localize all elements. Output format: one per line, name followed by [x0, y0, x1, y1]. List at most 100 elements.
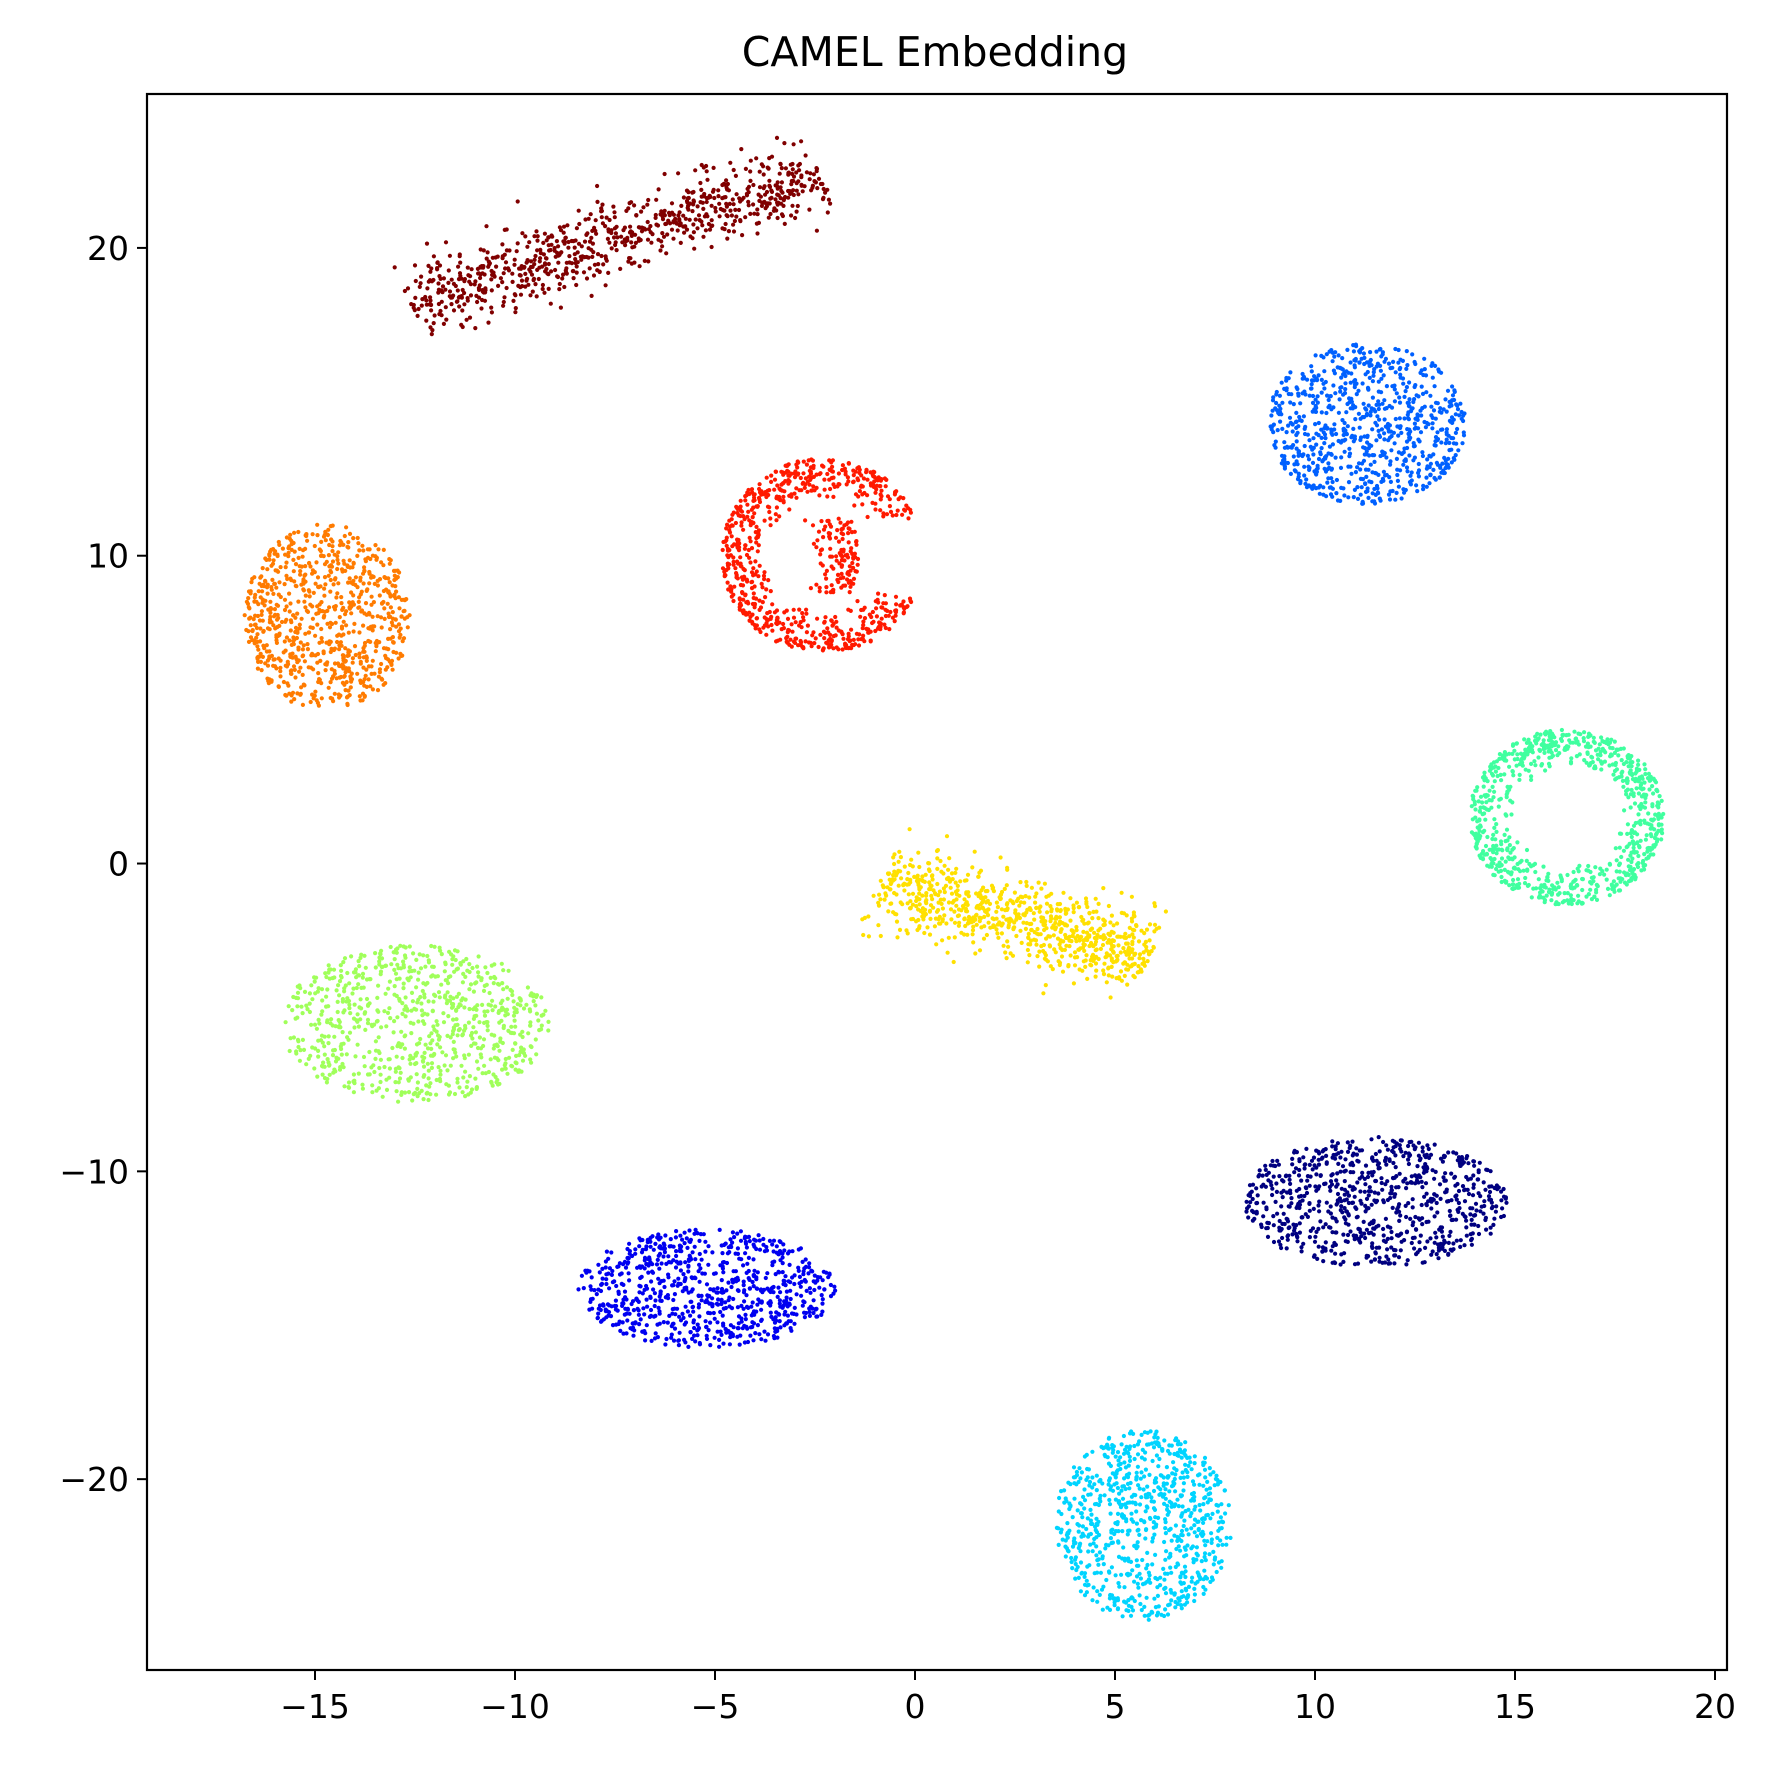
- scatter-point: [300, 1011, 305, 1016]
- scatter-point: [362, 1064, 367, 1069]
- scatter-point: [1473, 807, 1478, 812]
- scatter-point: [296, 645, 301, 650]
- scatter-point: [332, 577, 338, 582]
- scatter-point: [1147, 922, 1153, 927]
- scatter-point: [1363, 406, 1368, 411]
- scatter-point: [289, 578, 294, 583]
- scatter-point: [1052, 947, 1057, 952]
- scatter-point: [265, 626, 271, 631]
- scatter-point: [809, 188, 814, 193]
- scatter-point: [781, 494, 786, 499]
- scatter-point: [1121, 911, 1127, 916]
- scatter-point: [896, 859, 901, 864]
- scatter-point: [788, 637, 793, 642]
- scatter-point: [491, 981, 496, 986]
- scatter-point: [303, 631, 308, 636]
- scatter-point: [1104, 980, 1109, 985]
- scatter-point: [528, 264, 534, 270]
- scatter-point: [370, 553, 375, 558]
- scatter-point: [1351, 349, 1356, 354]
- scatter-point: [347, 531, 353, 537]
- scatter-point: [1338, 465, 1344, 470]
- scatter-point: [728, 160, 733, 165]
- scatter-point: [775, 483, 780, 488]
- scatter-point: [1388, 479, 1393, 484]
- scatter-point: [1365, 433, 1370, 438]
- scatter-point: [361, 571, 366, 576]
- scatter-point: [985, 898, 991, 903]
- scatter-point: [429, 308, 434, 313]
- scatter-point: [278, 594, 283, 600]
- scatter-point: [815, 616, 820, 621]
- scatter-point: [462, 302, 467, 307]
- scatter-point: [676, 171, 681, 176]
- scatter-point: [1597, 742, 1602, 747]
- scatter-point: [357, 605, 362, 610]
- scatter-point: [889, 901, 894, 906]
- scatter-point: [1584, 868, 1589, 873]
- scatter-point: [1591, 739, 1596, 744]
- scatter-point: [1369, 480, 1374, 485]
- scatter-point: [660, 244, 665, 249]
- scatter-point: [1366, 495, 1371, 500]
- scatter-point: [503, 260, 509, 265]
- scatter-point: [1652, 827, 1657, 832]
- scatter-point: [511, 298, 516, 303]
- scatter-point: [1163, 909, 1168, 914]
- scatter-point: [956, 923, 962, 928]
- scatter-point: [246, 605, 251, 610]
- scatter-point: [301, 643, 306, 648]
- scatter-point: [319, 681, 324, 686]
- scatter-point: [301, 653, 306, 658]
- scatter-point: [596, 262, 601, 267]
- scatter-point: [288, 628, 293, 633]
- scatter-point: [523, 284, 528, 289]
- scatter-point: [1319, 435, 1324, 440]
- scatter-point: [808, 471, 814, 476]
- cluster-6: [283, 943, 551, 1104]
- scatter-point: [447, 289, 453, 294]
- scatter-point: [782, 489, 787, 494]
- scatter-point: [764, 587, 769, 592]
- scatter-point: [386, 576, 391, 581]
- scatter-point: [883, 484, 888, 489]
- scatter-point: [519, 278, 525, 283]
- scatter-point: [1512, 748, 1517, 753]
- scatter-point: [394, 589, 399, 594]
- scatter-point: [1048, 914, 1054, 919]
- scatter-point: [1399, 451, 1405, 456]
- scatter-point: [734, 214, 739, 219]
- scatter-point: [786, 478, 791, 483]
- scatter-point: [1412, 384, 1417, 390]
- scatter-point: [603, 256, 609, 261]
- scatter-point: [751, 566, 756, 571]
- scatter-point: [599, 208, 605, 214]
- scatter-point: [1443, 441, 1448, 446]
- scatter-point: [569, 261, 575, 266]
- scatter-point: [1361, 415, 1367, 420]
- scatter-point: [790, 167, 795, 172]
- scatter-point: [1598, 749, 1603, 754]
- scatter-point: [337, 647, 342, 652]
- scatter-point: [920, 893, 925, 898]
- scatter-point: [351, 629, 356, 634]
- scatter-point: [731, 559, 736, 564]
- scatter-point: [1491, 832, 1496, 838]
- scatter-point: [1415, 489, 1420, 494]
- scatter-point: [1480, 830, 1486, 835]
- scatter-point: [1032, 917, 1037, 922]
- scatter-point: [1593, 766, 1598, 771]
- scatter-point: [725, 580, 730, 585]
- scatter-point: [762, 577, 767, 582]
- scatter-point: [775, 621, 780, 627]
- scatter-point: [1437, 475, 1442, 480]
- scatter-point: [792, 475, 798, 480]
- scatter-point: [1103, 955, 1108, 960]
- scatter-point: [1424, 475, 1429, 480]
- scatter-point: [1491, 843, 1496, 849]
- scatter-point: [1355, 465, 1360, 470]
- scatter-point: [893, 594, 899, 599]
- scatter-point: [754, 623, 760, 628]
- scatter-point: [661, 234, 667, 239]
- scatter-point: [1614, 767, 1619, 772]
